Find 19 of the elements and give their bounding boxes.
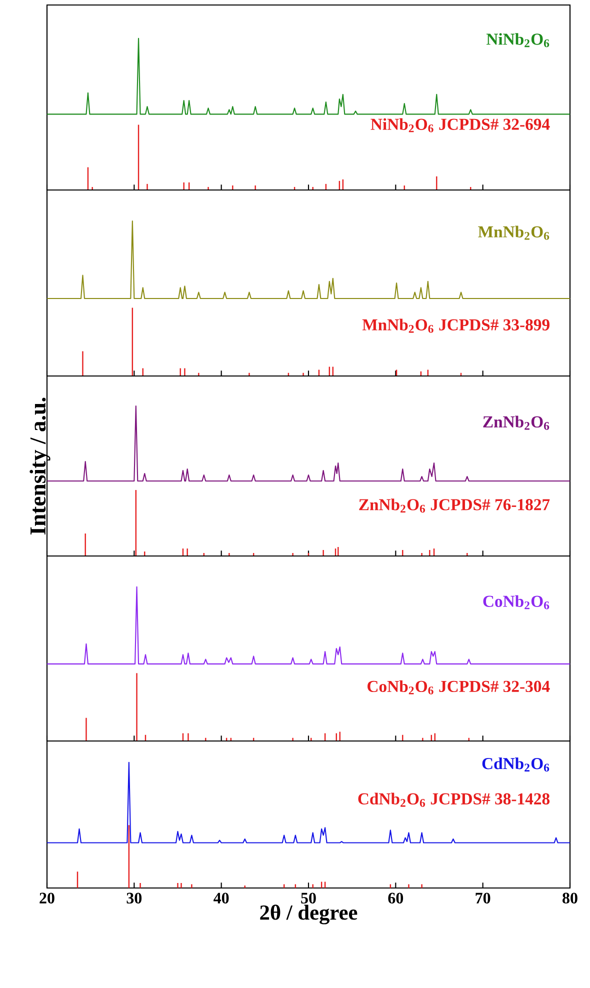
x-axis-title: 2θ / degree bbox=[260, 904, 358, 924]
x-tick-label: 40 bbox=[214, 892, 229, 904]
text: MnNb$_{2}$O$_{6}$ JCPDS# 33-899 bbox=[362, 318, 550, 333]
text: MnNb$_{2}$O$_{6}$ bbox=[478, 226, 550, 240]
y-axis-title: Intensity / a.u. bbox=[30, 398, 50, 535]
text: CdNb$_{2}$O$_{6}$ bbox=[482, 757, 550, 772]
text: CdNb$_{2}$O$_{6}$ JCPDS# 38-1428 bbox=[358, 792, 550, 807]
x-tick-label: 30 bbox=[126, 892, 142, 904]
x-tick-label: 50 bbox=[301, 892, 316, 904]
text: CoNb$_{2}$O$_{6}$ JCPDS# 32-304 bbox=[368, 680, 550, 694]
x-tick-label: 70 bbox=[476, 892, 490, 904]
x-tick-label: 80 bbox=[562, 892, 578, 904]
x-tick-label: 20 bbox=[40, 892, 54, 904]
text: CoNb$_{2}$O$_{6}$ bbox=[483, 595, 550, 610]
text: ZnNb$_{2}$O$_{6}$ JCPDS# 76-1827 bbox=[359, 498, 550, 513]
text: NiNb$_{2}$O$_{6}$ JCPDS# 32-694 bbox=[370, 118, 550, 132]
text: ZnNb$_{2}$O$_{6}$ bbox=[483, 416, 550, 430]
x-tick-label: 60 bbox=[388, 892, 404, 904]
text: NiNb$_{2}$O$_{6}$ bbox=[486, 33, 550, 48]
